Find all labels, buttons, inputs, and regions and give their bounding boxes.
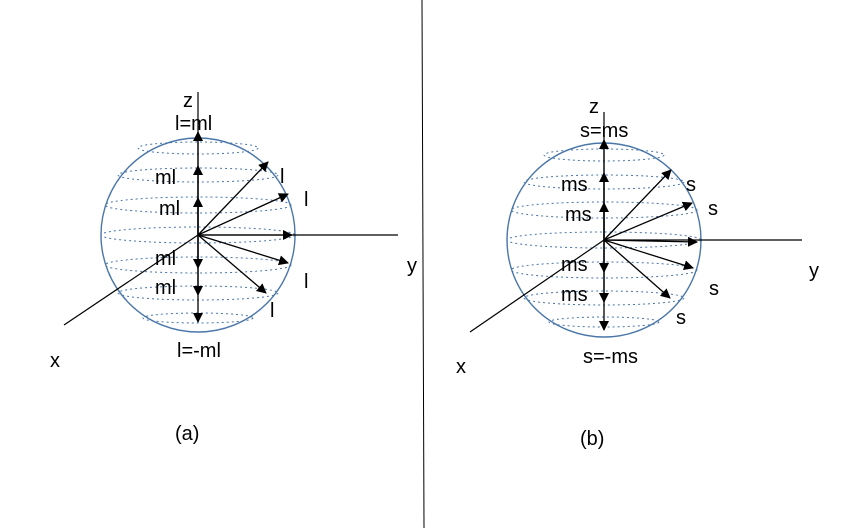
ml-label: ml <box>155 248 176 270</box>
ms-label: ms <box>561 254 588 276</box>
vector-s <box>603 239 671 299</box>
caption-b: (b) <box>580 428 604 450</box>
l-label: l <box>304 271 308 293</box>
top-label-a: l=ml <box>175 113 212 135</box>
vector-s <box>603 239 694 271</box>
ms-label: ms <box>561 174 588 196</box>
top-label-b: s=ms <box>580 120 628 142</box>
ml-label: ml <box>155 277 176 299</box>
vector-s <box>603 169 672 241</box>
l-label: l <box>280 166 284 188</box>
vector-l <box>197 193 289 236</box>
panel-a: z l=ml y x l=-ml ml ml ml ml l l l l (a) <box>50 90 417 445</box>
vector-l <box>197 234 267 294</box>
y-axis-label-b: y <box>809 260 819 282</box>
latitude-line <box>104 196 292 214</box>
z-axis-label-a: z <box>183 90 193 112</box>
ml-label: ml <box>155 167 176 189</box>
latitude-line <box>510 261 698 279</box>
panel-b: z s=ms y x s=-ms ms ms ms ms s s s s (b) <box>456 96 819 450</box>
y-axis-label-a: y <box>407 255 417 277</box>
s-label: s <box>708 198 718 220</box>
bottom-label-b: s=-ms <box>583 346 638 368</box>
l-label: l <box>270 300 274 322</box>
s-label: s <box>676 307 686 329</box>
x-axis-label-a: x <box>50 350 60 372</box>
latitude-line <box>104 256 292 274</box>
caption-a: (a) <box>175 423 199 445</box>
x-axis-b <box>469 239 605 333</box>
latitude-line <box>142 312 254 324</box>
x-axis-a <box>63 234 199 326</box>
x-axis-label-b: x <box>456 356 466 378</box>
vector-s <box>603 201 693 241</box>
s-label: s <box>686 174 696 196</box>
l-label: l <box>304 189 308 211</box>
ml-label: ml <box>159 198 180 220</box>
bottom-label-a: l=-ml <box>177 340 221 362</box>
ms-label: ms <box>565 204 592 226</box>
vector-l <box>197 161 269 236</box>
vector-l <box>197 234 289 266</box>
vector-s <box>603 236 698 247</box>
s-label: s <box>709 278 719 300</box>
z-axis-label-b: z <box>589 96 599 118</box>
ms-label: ms <box>561 284 588 306</box>
latitude-line <box>510 201 698 219</box>
panel-divider <box>421 0 425 528</box>
